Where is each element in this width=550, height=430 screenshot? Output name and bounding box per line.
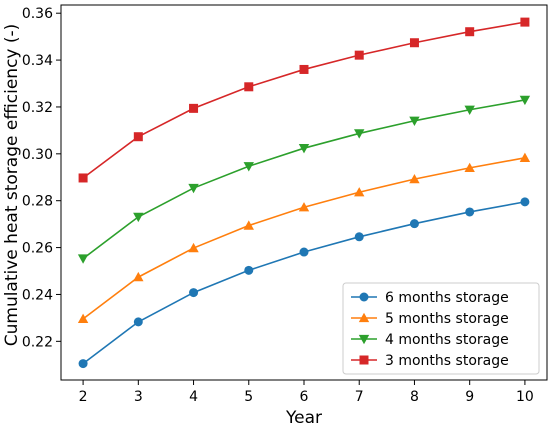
data-point bbox=[409, 173, 420, 184]
y-tick-label: 0.34 bbox=[22, 53, 53, 69]
legend-label: 4 months storage bbox=[385, 332, 509, 348]
data-point bbox=[299, 64, 309, 74]
x-tick-label: 10 bbox=[516, 389, 534, 405]
legend-label: 5 months storage bbox=[385, 311, 509, 327]
data-point bbox=[298, 202, 310, 212]
data-point bbox=[354, 129, 365, 139]
y-axis-title: Cumulative heat storage efficiency (-) bbox=[2, 24, 22, 347]
legend-label: 6 months storage bbox=[385, 290, 509, 306]
x-tick-label: 6 bbox=[300, 389, 309, 405]
y-tick-label: 0.28 bbox=[22, 194, 53, 210]
data-point bbox=[298, 144, 310, 154]
data-point bbox=[189, 288, 199, 298]
data-point bbox=[354, 50, 364, 60]
legend-marker bbox=[359, 292, 369, 302]
data-point bbox=[244, 265, 254, 275]
legend: 6 months storage 5 months storage 4 months… bbox=[342, 282, 540, 375]
legend-marker bbox=[358, 334, 370, 345]
y-tick-label: 0.26 bbox=[22, 241, 53, 257]
data-point bbox=[519, 95, 531, 106]
data-point bbox=[520, 197, 530, 207]
data-point bbox=[133, 271, 144, 282]
data-point bbox=[409, 219, 419, 229]
data-point bbox=[465, 207, 475, 217]
series-line-3 bbox=[82, 99, 526, 260]
data-point bbox=[244, 82, 254, 92]
data-point bbox=[133, 132, 143, 142]
x-axis-ticks: 2 3 4 5 6 7 8 9 10 bbox=[79, 380, 534, 405]
data-point bbox=[464, 105, 475, 115]
x-tick-label: 9 bbox=[465, 389, 474, 405]
data-point bbox=[243, 162, 254, 172]
legend-box bbox=[342, 282, 540, 375]
data-point bbox=[78, 173, 88, 183]
data-point bbox=[409, 116, 420, 126]
legend-label: 3 months storage bbox=[385, 353, 509, 369]
data-point bbox=[354, 187, 365, 197]
data-point bbox=[133, 212, 144, 223]
legend-marker bbox=[358, 312, 370, 323]
x-tick-label: 3 bbox=[134, 389, 143, 405]
data-point bbox=[78, 359, 88, 369]
x-tick-label: 5 bbox=[244, 389, 253, 405]
data-point bbox=[519, 152, 531, 162]
data-point bbox=[464, 162, 475, 173]
x-tick-label: 7 bbox=[355, 389, 364, 405]
y-tick-label: 0.24 bbox=[22, 287, 53, 303]
y-tick-label: 0.32 bbox=[22, 100, 53, 116]
data-point bbox=[133, 317, 143, 327]
data-point bbox=[77, 313, 89, 323]
x-tick-label: 2 bbox=[79, 389, 88, 405]
data-point bbox=[188, 183, 199, 194]
data-point bbox=[520, 17, 530, 27]
y-axis-ticks: 0.22 0.24 0.26 0.28 0.30 0.32 0.34 0.36 bbox=[22, 6, 61, 350]
data-point bbox=[77, 254, 89, 264]
data-point bbox=[354, 232, 364, 242]
legend-marker bbox=[359, 355, 369, 365]
data-point bbox=[189, 103, 199, 113]
x-tick-label: 8 bbox=[410, 389, 419, 405]
y-tick-label: 0.22 bbox=[22, 334, 53, 350]
data-point bbox=[243, 220, 254, 230]
data-point bbox=[409, 38, 419, 48]
data-point bbox=[465, 27, 475, 37]
data-point bbox=[188, 242, 199, 253]
y-tick-label: 0.36 bbox=[22, 6, 53, 22]
y-tick-label: 0.30 bbox=[22, 147, 53, 163]
data-point bbox=[299, 247, 309, 257]
x-axis-title: Year bbox=[285, 408, 322, 428]
series-markers bbox=[77, 17, 531, 369]
series-line-4 bbox=[82, 21, 526, 179]
x-tick-label: 4 bbox=[189, 389, 198, 405]
